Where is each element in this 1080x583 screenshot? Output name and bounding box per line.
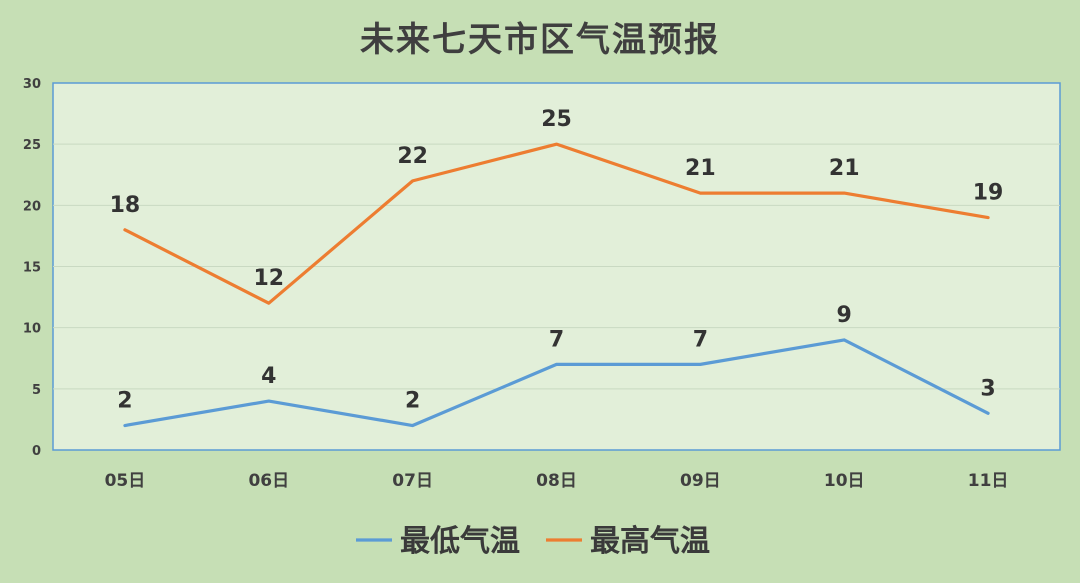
data-label: 4 <box>261 364 276 389</box>
x-tick-label: 08日 <box>536 471 577 491</box>
y-tick-label: 25 <box>23 138 41 153</box>
data-label: 12 <box>253 266 284 291</box>
data-label: 2 <box>117 389 132 414</box>
data-label: 2 <box>405 389 420 414</box>
legend-label: 最低气温 <box>400 524 520 559</box>
data-label: 21 <box>685 156 716 181</box>
x-tick-label: 06日 <box>248 471 289 491</box>
data-label: 7 <box>549 327 564 352</box>
y-tick-label: 0 <box>32 444 41 459</box>
series-line <box>123 338 990 428</box>
y-tick-label: 30 <box>23 77 41 92</box>
y-tick-label: 15 <box>23 261 41 276</box>
x-tick-label: 11日 <box>968 471 1009 491</box>
x-tick-label: 05日 <box>105 471 146 491</box>
series-line <box>123 142 990 305</box>
data-label: 19 <box>973 181 1004 206</box>
data-label: 21 <box>829 156 860 181</box>
x-tick-label: 09日 <box>680 471 721 491</box>
y-tick-label: 5 <box>32 383 41 398</box>
data-label: 18 <box>110 193 141 218</box>
data-label: 25 <box>541 107 572 132</box>
y-tick-label: 20 <box>23 199 41 214</box>
x-tick-label: 10日 <box>824 471 865 491</box>
data-label: 7 <box>693 327 708 352</box>
legend-label: 最高气温 <box>590 524 710 559</box>
data-label: 3 <box>980 376 995 401</box>
data-label: 22 <box>397 144 428 169</box>
x-tick-label: 07日 <box>392 471 433 491</box>
y-tick-label: 10 <box>23 322 41 337</box>
chart-title: 未来七天市区气温预报 <box>360 20 720 60</box>
data-label: 9 <box>837 303 852 328</box>
